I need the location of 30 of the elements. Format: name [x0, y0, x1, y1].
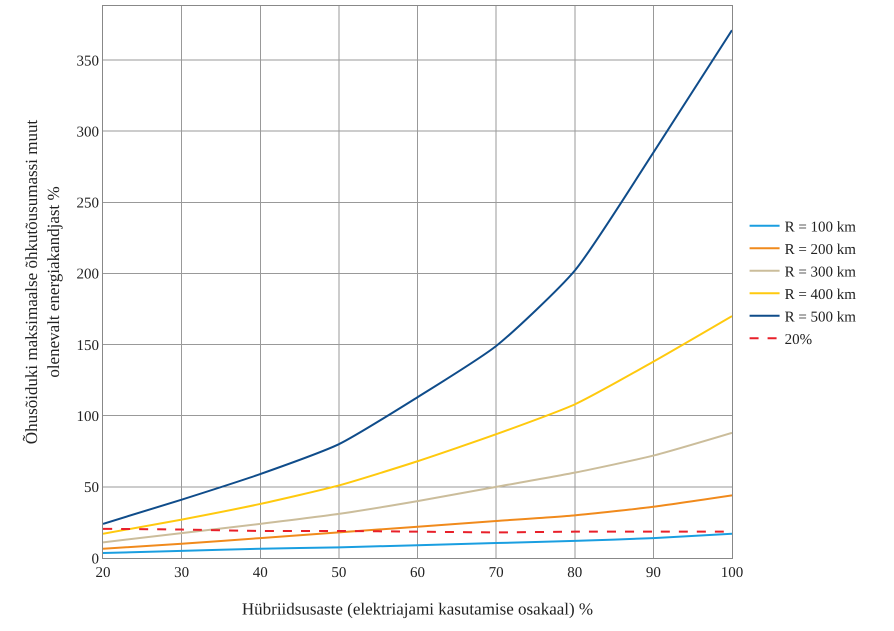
legend-label: R = 400 km [784, 287, 856, 304]
legend-label: R = 500 km [784, 310, 856, 326]
legend-label: R = 200 km [784, 242, 856, 258]
y-tick-label: 250 [76, 196, 99, 212]
x-tick-label: 60 [410, 565, 425, 581]
line-series [103, 315, 732, 535]
line-series [103, 29, 732, 525]
legend-label: 20% [784, 332, 812, 348]
y-tick-label: 50 [84, 480, 99, 496]
x-tick-label: 50 [331, 565, 346, 581]
x-tick-label: 20 [96, 565, 110, 581]
line-series [103, 432, 732, 544]
y-tick-label: 100 [76, 408, 99, 425]
x-tick-label: 90 [646, 565, 661, 581]
x-axis-title: Hübriidsusaste (elektriajami kasutamise osakaal) % [242, 599, 594, 618]
x-tick-label: 40 [252, 565, 268, 581]
y-axis-title: Õhusõiduki maksimaalse õhkutõusumassi muut olenevalt energiakandjast % [22, 120, 64, 444]
line-series [103, 494, 732, 550]
y-tick-label: 300 [76, 124, 99, 140]
y-tick-label: 350 [76, 53, 99, 70]
x-tick-label: 70 [488, 565, 504, 581]
x-tick-label: 30 [174, 565, 190, 581]
x-tick-label: 100 [720, 565, 744, 581]
y-tick-label: 0 [92, 551, 99, 568]
legend-label: R = 100 km [784, 220, 856, 236]
y-tick-label: 200 [76, 266, 99, 283]
legend-label: R = 300 km [784, 264, 856, 281]
y-tick-label: 150 [76, 338, 99, 354]
x-tick-label: 80 [567, 565, 582, 581]
line-series [103, 532, 732, 554]
